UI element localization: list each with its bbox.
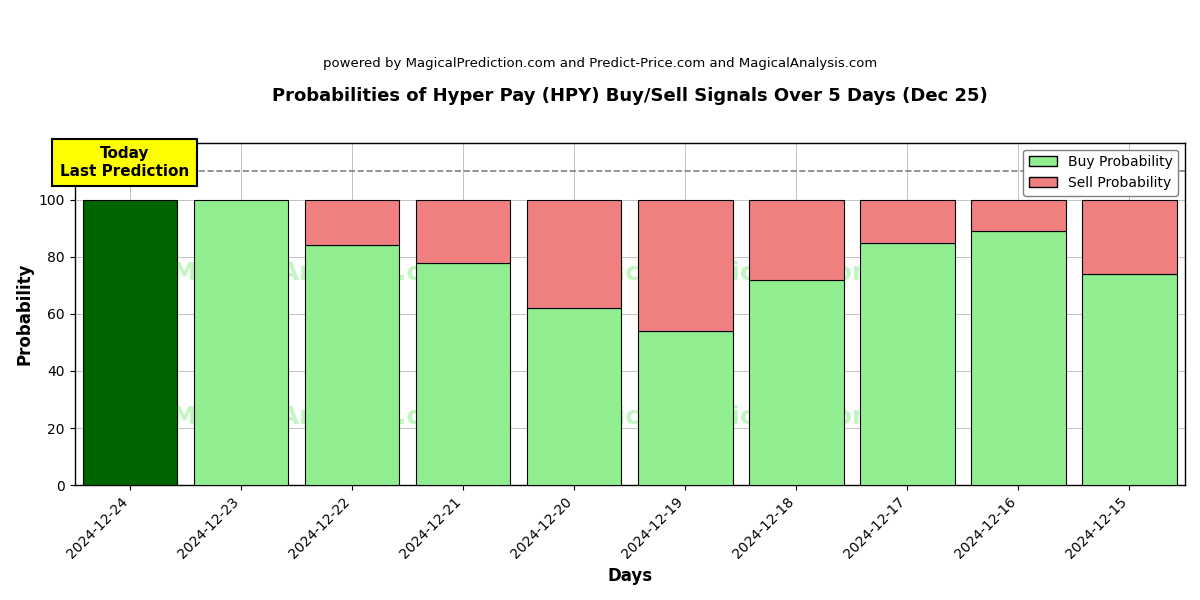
Bar: [971, 200, 1066, 231]
Text: Today
Last Prediction: Today Last Prediction: [60, 146, 190, 179]
Y-axis label: Probability: Probability: [16, 263, 34, 365]
Bar: [305, 200, 400, 245]
Bar: [749, 280, 844, 485]
Text: MagicalPrediction.com: MagicalPrediction.com: [558, 261, 880, 285]
Bar: [971, 231, 1066, 485]
Legend: Buy Probability, Sell Probability: Buy Probability, Sell Probability: [1024, 149, 1178, 196]
X-axis label: Days: Days: [607, 567, 653, 585]
Text: MagicalPrediction.com: MagicalPrediction.com: [558, 404, 880, 428]
Bar: [527, 200, 622, 308]
Text: powered by MagicalPrediction.com and Predict-Price.com and MagicalAnalysis.com: powered by MagicalPrediction.com and Pre…: [323, 56, 877, 70]
Text: MagicalAnalysis.com: MagicalAnalysis.com: [172, 404, 466, 428]
Bar: [527, 308, 622, 485]
Bar: [416, 263, 510, 485]
Bar: [194, 200, 288, 485]
Bar: [749, 200, 844, 280]
Bar: [860, 242, 955, 485]
Bar: [638, 200, 732, 331]
Bar: [638, 331, 732, 485]
Bar: [305, 245, 400, 485]
Bar: [860, 200, 955, 242]
Text: MagicalAnalysis.com: MagicalAnalysis.com: [172, 261, 466, 285]
Bar: [1082, 274, 1177, 485]
Title: Probabilities of Hyper Pay (HPY) Buy/Sell Signals Over 5 Days (Dec 25): Probabilities of Hyper Pay (HPY) Buy/Sel…: [272, 87, 988, 105]
Bar: [1082, 200, 1177, 274]
Bar: [83, 200, 178, 485]
Bar: [416, 200, 510, 263]
